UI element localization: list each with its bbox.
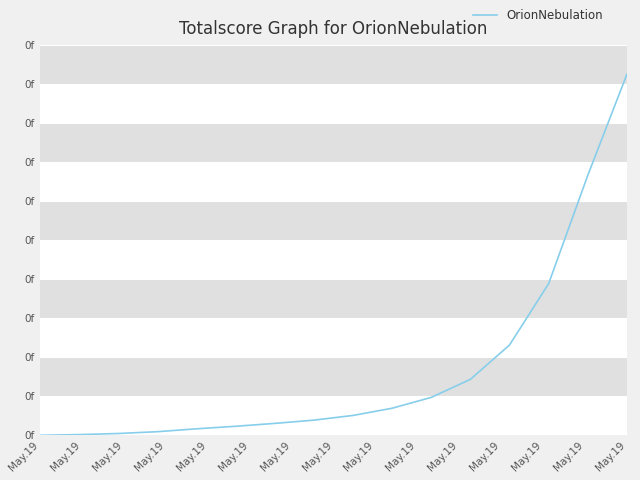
OrionNebulation — [115, 431, 122, 436]
OrionNebulation — [154, 429, 161, 434]
OrionNebulation — [623, 72, 631, 77]
Bar — [40, 202, 627, 240]
Bar — [40, 279, 627, 318]
OrionNebulation — [467, 376, 474, 382]
Bar — [40, 162, 627, 202]
Bar — [40, 240, 627, 279]
OrionNebulation — [75, 432, 83, 437]
OrionNebulation — [545, 281, 552, 287]
OrionNebulation — [584, 172, 591, 178]
OrionNebulation — [271, 420, 278, 426]
OrionNebulation — [36, 432, 44, 438]
Bar — [40, 357, 627, 396]
Title: Totalscore Graph for OrionNebulation: Totalscore Graph for OrionNebulation — [179, 20, 488, 38]
Bar — [40, 396, 627, 435]
Bar — [40, 318, 627, 357]
OrionNebulation — [388, 405, 396, 411]
OrionNebulation — [349, 413, 356, 419]
OrionNebulation — [232, 423, 239, 429]
OrionNebulation — [506, 342, 513, 348]
Bar — [40, 46, 627, 84]
Bar — [40, 84, 627, 123]
Bar — [40, 123, 627, 162]
OrionNebulation — [310, 417, 317, 423]
OrionNebulation — [193, 426, 200, 432]
Line: OrionNebulation: OrionNebulation — [40, 74, 627, 435]
OrionNebulation — [428, 395, 435, 400]
Legend: OrionNebulation: OrionNebulation — [468, 4, 607, 27]
